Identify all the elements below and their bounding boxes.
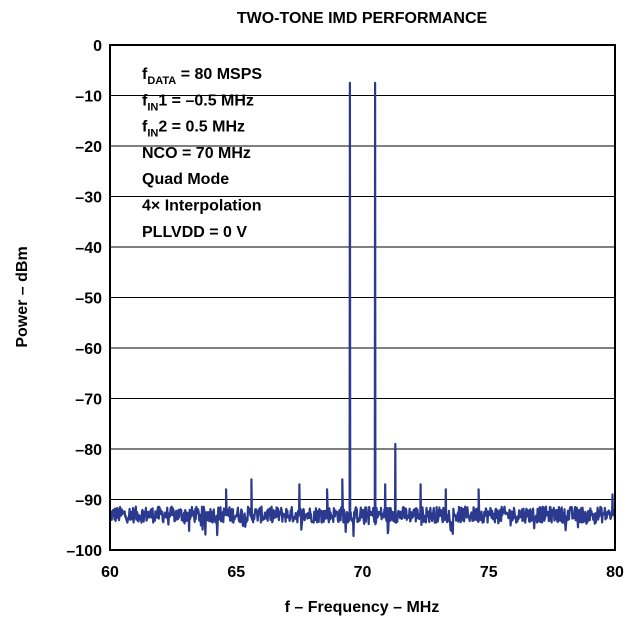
annotation-line: Quad Mode: [142, 171, 229, 188]
spectral-peak-point: [394, 443, 396, 445]
spectral-peak-point: [225, 488, 227, 490]
spectral-peak-point: [384, 483, 386, 485]
spectral-peak-point: [445, 488, 447, 490]
annotation-line: NCO = 70 MHz: [142, 145, 251, 162]
x-tick-label: 80: [606, 564, 624, 581]
y-tick-label: 0: [93, 38, 102, 55]
annotation-line: fIN2 = 0.5 MHz: [142, 119, 245, 140]
plot-area: [109, 81, 617, 538]
annotation-line: fIN1 = –0.5 MHz: [142, 92, 254, 113]
gridlines: [110, 95, 615, 500]
x-tick-label: 75: [480, 564, 498, 581]
chart-title: TWO-TONE IMD PERFORMANCE: [237, 10, 488, 27]
spectral-peak-point: [611, 493, 613, 495]
spectral-peak-point: [478, 488, 480, 490]
x-tick-labels: 60 65 70 75 80: [101, 564, 624, 581]
y-tick-label: –80: [75, 442, 102, 459]
spectrum-series-line: [109, 81, 617, 538]
y-tick-label: –20: [75, 139, 102, 156]
y-tick-label: –50: [75, 291, 102, 308]
x-tick-label: 70: [354, 564, 372, 581]
annotation-line: 4× Interpolation: [142, 198, 262, 215]
y-tick-label: –30: [75, 190, 102, 207]
y-tick-label: –60: [75, 341, 102, 358]
spectral-peak-point: [298, 483, 300, 485]
spectral-peak-point: [326, 488, 328, 490]
y-tick-label: –100: [66, 543, 102, 560]
x-tick-label: 60: [101, 564, 119, 581]
annotation-block: fDATA = 80 MSPS fIN1 = –0.5 MHz fIN2 = 0.5…: [142, 66, 262, 241]
annotation-line: PLLVDD = 0 V: [142, 224, 247, 241]
y-tick-label: –90: [75, 493, 102, 510]
spectral-peak-point: [420, 483, 422, 485]
y-tick-labels: 0 –10 –20 –30 –40 –50 –60 –70 –80 –90 –100: [66, 38, 102, 560]
y-tick-label: –70: [75, 392, 102, 409]
spectral-peak-point: [250, 478, 252, 480]
y-tick-label: –10: [75, 89, 102, 106]
x-axis-label: f – Frequency – MHz: [285, 599, 440, 616]
spectral-peak-point: [341, 478, 343, 480]
annotation-line: fDATA = 80 MSPS: [142, 66, 262, 87]
spectral-peak-point: [349, 82, 351, 84]
y-axis-label: Power – dBm: [14, 246, 31, 347]
x-tick-label: 65: [227, 564, 245, 581]
plot-frame: [109, 44, 616, 551]
spectral-peak-point: [374, 82, 376, 84]
y-tick-label: –40: [75, 240, 102, 257]
